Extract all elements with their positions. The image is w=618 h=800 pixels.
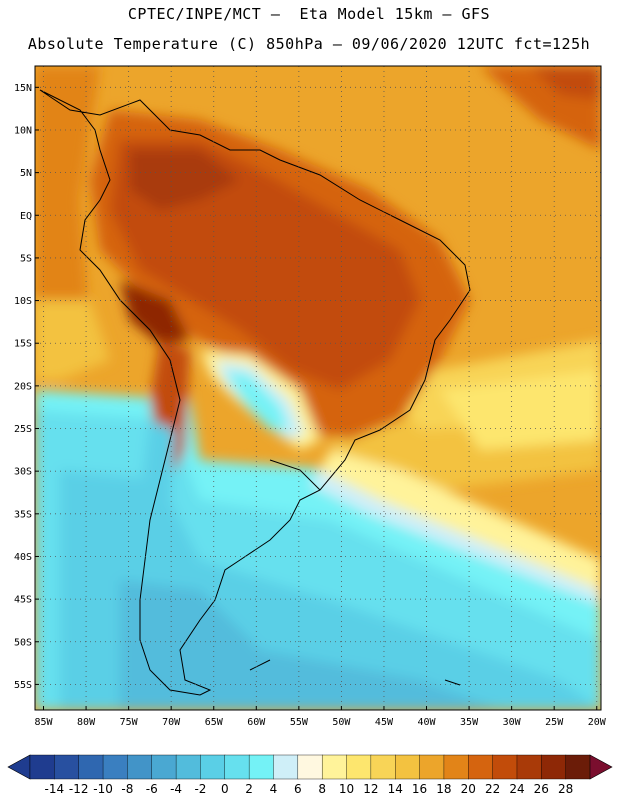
- colorbar-swatch: [151, 754, 177, 780]
- temperature-field: [35, 66, 601, 710]
- colorbar-swatch: [492, 754, 518, 780]
- map-title-line2: Absolute Temperature (C) 850hPa – 09/06/…: [27, 35, 591, 53]
- colorbar-swatch: [443, 754, 469, 780]
- colorbar-label: 8: [318, 782, 326, 796]
- lat-label: 25S: [14, 424, 32, 435]
- colorbar-swatch: [370, 754, 396, 780]
- lon-label: 40W: [417, 717, 436, 728]
- colorbar-swatch: [248, 754, 274, 780]
- colorbar-label: 6: [294, 782, 302, 796]
- colorbar-label: 14: [388, 782, 403, 796]
- latitude-labels: 15N 10N 5N EQ 5S 10S 15S 20S 25S 30S 35S 40S 45S 50S 5…: [14, 83, 32, 691]
- colorbar: [7, 754, 613, 780]
- colorbar-label: 18: [436, 782, 451, 796]
- colorbar-swatch: [419, 754, 445, 780]
- colorbar-label: 12: [363, 782, 378, 796]
- colorbar-arrow-low: [7, 754, 31, 780]
- lon-label: 80W: [77, 717, 96, 728]
- colorbar-swatch: [175, 754, 201, 780]
- colorbar-label: 22: [485, 782, 500, 796]
- lat-label: 10S: [14, 296, 32, 307]
- lat-label: 15N: [14, 83, 32, 94]
- colorbar-swatch: [297, 754, 323, 780]
- colorbar-label: 4: [270, 782, 278, 796]
- colorbar-label: -6: [146, 782, 158, 796]
- lat-label: 15S: [14, 339, 32, 350]
- colorbar-label: 28: [558, 782, 573, 796]
- map-title-line1: CPTEC/INPE/MCT – Eta Model 15km – GFS: [127, 5, 491, 23]
- colorbar-label: -4: [170, 782, 182, 796]
- colorbar-swatch: [224, 754, 250, 780]
- lon-label: 85W: [34, 717, 53, 728]
- lon-label: 50W: [332, 717, 351, 728]
- colorbar-swatch: [468, 754, 494, 780]
- lon-label: 35W: [460, 717, 479, 728]
- colorbar-label: -2: [194, 782, 206, 796]
- colorbar-label: 26: [534, 782, 549, 796]
- colorbar-swatch: [200, 754, 226, 780]
- lat-label: 35S: [14, 509, 32, 520]
- colorbar-label: 2: [245, 782, 253, 796]
- colorbar-swatch: [54, 754, 80, 780]
- colorbar-label: 0: [221, 782, 229, 796]
- colorbar-swatch: [565, 754, 591, 780]
- lon-label: 20W: [588, 717, 607, 728]
- colorbar-label: -8: [121, 782, 133, 796]
- colorbar-label: 24: [509, 782, 524, 796]
- colorbar-label: -14: [45, 782, 65, 796]
- coastline: [39, 89, 471, 696]
- colorbar-swatch: [541, 754, 567, 780]
- lat-label: EQ: [20, 211, 32, 222]
- lat-label: 5N: [20, 168, 32, 179]
- colorbar-label: -10: [93, 782, 113, 796]
- lon-label: 30W: [503, 717, 522, 728]
- colorbar-swatch: [78, 754, 104, 780]
- lat-label: 30S: [14, 467, 32, 478]
- lat-label: 10N: [14, 125, 32, 136]
- lat-label: 55S: [14, 680, 32, 691]
- lat-label: 40S: [14, 552, 32, 563]
- lon-label: 75W: [120, 717, 139, 728]
- lat-label: 20S: [14, 381, 32, 392]
- colorbar-swatch: [395, 754, 421, 780]
- colorbar-labels: -14 -12 -10 -8 -6 -4 -2 0 2 4 6 8 10 12 14 16 18 20 22 24 26…: [45, 782, 574, 796]
- colorbar-swatch: [321, 754, 348, 780]
- lon-label: 55W: [290, 717, 309, 728]
- colorbar-label: -12: [69, 782, 89, 796]
- lon-label: 60W: [247, 717, 266, 728]
- colorbar-arrow-high: [589, 754, 613, 780]
- colorbar-swatch: [127, 754, 153, 780]
- colorbar-swatch: [516, 754, 542, 780]
- graticule: [35, 66, 601, 710]
- longitude-labels: 85W 80W 75W 70W 65W 60W 55W 50W 45W 40W 35W 30W 25W 2…: [34, 717, 606, 728]
- lon-label: 70W: [162, 717, 181, 728]
- colorbar-swatch: [273, 754, 299, 780]
- colorbar-swatch: [102, 754, 128, 780]
- lat-label: 50S: [14, 637, 32, 648]
- lon-label: 45W: [375, 717, 394, 728]
- colorbar-label: 10: [339, 782, 354, 796]
- lon-label: 25W: [545, 717, 564, 728]
- colorbar-label: 16: [412, 782, 427, 796]
- lon-label: 65W: [205, 717, 224, 728]
- lat-label: 5S: [20, 253, 32, 264]
- colorbar-swatch: [346, 754, 372, 780]
- map-frame: [34, 65, 602, 711]
- colorbar-label: 20: [461, 782, 476, 796]
- lat-label: 45S: [14, 595, 32, 606]
- colorbar-swatch: [29, 754, 55, 780]
